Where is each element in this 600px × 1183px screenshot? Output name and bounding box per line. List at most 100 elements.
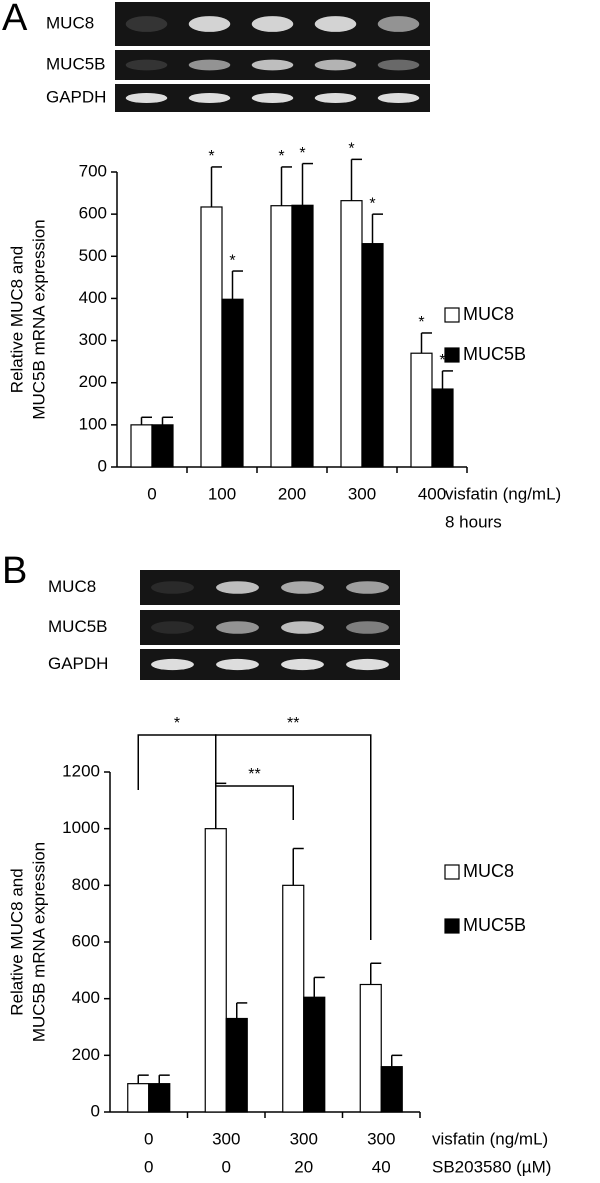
panel-label: A <box>2 0 28 39</box>
y-tick-label: 300 <box>79 330 107 349</box>
y-tick-label: 700 <box>79 161 107 180</box>
blot-label: GAPDH <box>46 87 106 106</box>
legend-swatch <box>444 307 460 323</box>
x-tick-label: 300 <box>348 484 376 503</box>
x-axis-label: SB203580 (µM) <box>432 1157 551 1176</box>
y-tick-label: 1200 <box>62 761 100 780</box>
bar <box>130 424 153 468</box>
x-tick-label: 40 <box>372 1157 391 1176</box>
blot-band <box>281 621 324 634</box>
significance-mark: * <box>208 148 214 165</box>
y-tick-label: 600 <box>79 204 107 223</box>
blot-band <box>125 16 168 32</box>
x-axis-label: visfatin (ng/mL) <box>432 1129 548 1148</box>
blot-band <box>377 59 420 71</box>
blot-band <box>377 16 420 32</box>
x-tick-label: 100 <box>208 484 236 503</box>
bar <box>380 1066 403 1113</box>
y-tick-label: 0 <box>98 456 107 475</box>
x-tick-label: 300 <box>290 1129 318 1148</box>
y-tick-label: 500 <box>79 246 107 265</box>
blot-band <box>125 92 168 104</box>
blot-band <box>216 581 259 594</box>
blot-band <box>151 581 194 594</box>
bar <box>340 200 363 468</box>
bar <box>221 298 244 468</box>
blot-band <box>251 16 294 32</box>
significance-mark: * <box>348 141 354 158</box>
x-tick-label: 400 <box>418 484 446 503</box>
blot-band <box>346 658 389 671</box>
legend-label: MUC5B <box>463 915 526 935</box>
significance-mark: * <box>369 195 375 212</box>
y-tick-label: 0 <box>91 1101 100 1120</box>
y-tick-label: 1000 <box>62 818 100 837</box>
y-tick-label: 200 <box>79 372 107 391</box>
y-axis-label: MUC5B mRNA expression <box>29 219 48 419</box>
bar <box>431 388 454 468</box>
bar <box>361 243 384 468</box>
blot-label: MUC8 <box>48 577 96 596</box>
x-tick-label: 20 <box>294 1157 313 1176</box>
bar <box>291 204 314 468</box>
x-tick-label: 0 <box>144 1129 153 1148</box>
blot-band <box>251 92 294 104</box>
significance-mark: * <box>229 252 235 269</box>
blot-band <box>188 92 231 104</box>
blot-band <box>188 16 231 32</box>
comparison-bracket <box>215 785 294 820</box>
comparison-label: ** <box>248 766 260 783</box>
y-tick-label: 400 <box>79 288 107 307</box>
bar <box>127 1083 150 1113</box>
y-axis-label: MUC5B mRNA expression <box>29 842 48 1042</box>
legend-swatch <box>444 918 460 934</box>
panel-label: B <box>2 550 27 592</box>
y-tick-label: 200 <box>72 1045 100 1064</box>
y-tick-label: 400 <box>72 988 100 1007</box>
significance-mark: * <box>418 314 424 331</box>
bar <box>282 884 305 1113</box>
blot-band <box>281 581 324 594</box>
legend-label: MUC5B <box>463 344 526 364</box>
bar <box>303 996 326 1113</box>
x-tick-label: 200 <box>278 484 306 503</box>
blot-band <box>251 59 294 71</box>
blot-label: MUC5B <box>48 617 108 636</box>
blot-band <box>346 621 389 634</box>
bar <box>204 828 227 1113</box>
blot-band <box>216 621 259 634</box>
y-axis-label: Relative MUC8 and <box>7 246 26 393</box>
y-tick-label: 800 <box>72 875 100 894</box>
y-tick-label: 100 <box>79 414 107 433</box>
x-tick-label: 0 <box>147 484 156 503</box>
blot-band <box>314 92 357 104</box>
blot-band <box>377 92 420 104</box>
significance-mark: * <box>299 145 305 162</box>
blot-band <box>151 621 194 634</box>
bar <box>359 983 382 1113</box>
comparison-bracket <box>215 734 372 940</box>
x-tick-label: 300 <box>212 1129 240 1148</box>
x-tick-label: 0 <box>144 1157 153 1176</box>
legend-swatch <box>444 347 460 363</box>
blot-label: MUC8 <box>46 13 94 32</box>
bar <box>148 1083 171 1113</box>
comparison-label: * <box>174 715 180 732</box>
blot-band <box>281 658 324 671</box>
y-tick-label: 600 <box>72 931 100 950</box>
bar <box>200 206 223 468</box>
x-axis-label: 8 hours <box>445 512 502 531</box>
blot-band <box>216 658 259 671</box>
bar <box>410 352 433 468</box>
x-axis-label: visfatin (ng/mL) <box>445 484 561 503</box>
blot-band <box>314 59 357 71</box>
y-axis-label: Relative MUC8 and <box>7 868 26 1015</box>
bar <box>151 424 174 468</box>
blot-label: GAPDH <box>48 654 108 673</box>
bar <box>225 1017 248 1113</box>
legend-label: MUC8 <box>463 861 514 881</box>
legend-label: MUC8 <box>463 304 514 324</box>
significance-mark: * <box>439 352 445 369</box>
